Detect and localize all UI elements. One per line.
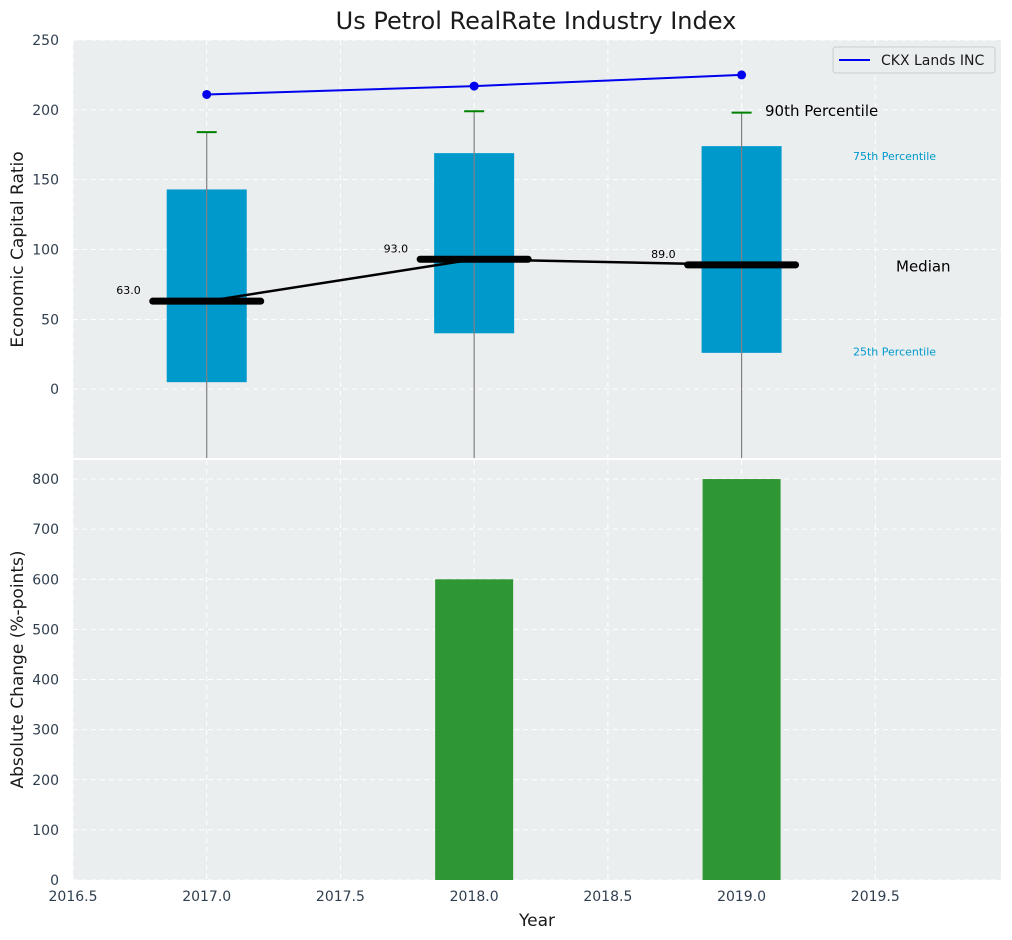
- top-y-axis-label: Economic Capital Ratio: [8, 151, 28, 347]
- bottom-ytick-label: 300: [32, 723, 59, 739]
- bottom-ytick-label: 0: [50, 873, 59, 889]
- top-ytick-label: 200: [32, 103, 59, 119]
- bottom-y-axis-label: Absolute Change (%-points): [8, 551, 28, 789]
- legend-frame: [832, 46, 996, 74]
- bottom-ytick-label: 500: [32, 622, 59, 638]
- bottom-ytick-label: 800: [32, 472, 59, 488]
- top-ytick-label: 0: [50, 382, 59, 398]
- x-tick-label: 2019.0: [717, 889, 766, 905]
- bottom-ytick-label: 200: [32, 773, 59, 789]
- x-tick-label: 2017.5: [316, 889, 365, 905]
- top-ytick-label: 100: [32, 243, 59, 259]
- x-tick-label: 2019.5: [851, 889, 900, 905]
- top-ytick-label: 250: [32, 33, 59, 49]
- x-tick-label: 2017.0: [182, 889, 231, 905]
- median-annotation: Median: [896, 257, 951, 275]
- median-value-label: 89.0: [651, 248, 676, 261]
- x-axis-label: Year: [518, 911, 555, 931]
- chart-title: Us Petrol RealRate Industry Index: [336, 7, 737, 35]
- bottom-ytick-label: 600: [32, 572, 59, 588]
- x-tick-label: 2018.0: [450, 889, 499, 905]
- legend-label: CKX Lands INC: [881, 53, 984, 69]
- p25-annotation: 25th Percentile: [853, 345, 936, 358]
- top-ytick-label: 150: [32, 173, 59, 189]
- x-tick-label: 2016.5: [49, 889, 98, 905]
- top-panel: 0 50 100 150 200 250 63.0 93.0 89.0 90th Percenti…: [8, 33, 1001, 459]
- bottom-ytick-label: 400: [32, 673, 59, 689]
- company-point: [737, 70, 747, 80]
- p75-annotation: 75th Percentile: [853, 150, 936, 163]
- change-bar: [702, 479, 781, 880]
- bottom-ytick-label: 700: [32, 522, 59, 538]
- legend: CKX Lands INC: [832, 46, 996, 74]
- company-point: [469, 81, 479, 91]
- median-value-label: 63.0: [116, 284, 141, 297]
- p90-annotation: 90th Percentile: [765, 102, 878, 120]
- top-ytick-label: 50: [41, 312, 59, 328]
- bottom-panel: 2016.5 2017.0 2017.5 2018.0 2018.5 2019.0 2019…: [8, 458, 1001, 931]
- company-point: [202, 89, 212, 99]
- bottom-ytick-label: 100: [32, 823, 59, 839]
- x-tick-label: 2018.5: [583, 889, 632, 905]
- median-value-label: 93.0: [384, 242, 409, 255]
- change-bar: [435, 579, 514, 880]
- bottom-plot-background: [73, 460, 1001, 880]
